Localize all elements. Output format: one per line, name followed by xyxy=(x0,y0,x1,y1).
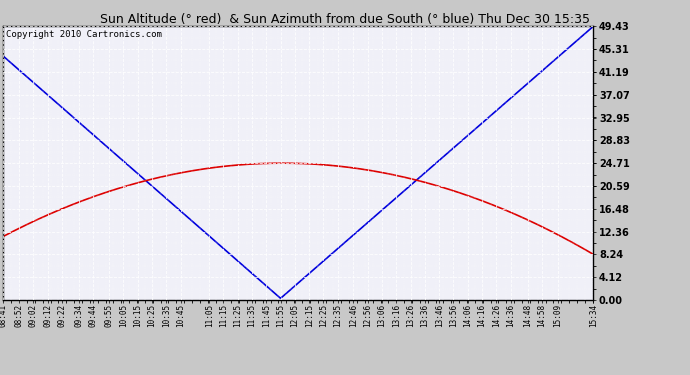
Text: Sun Altitude (° red)  & Sun Azimuth from due South (° blue) Thu Dec 30 15:35: Sun Altitude (° red) & Sun Azimuth from … xyxy=(100,13,590,26)
Text: Copyright 2010 Cartronics.com: Copyright 2010 Cartronics.com xyxy=(6,30,162,39)
